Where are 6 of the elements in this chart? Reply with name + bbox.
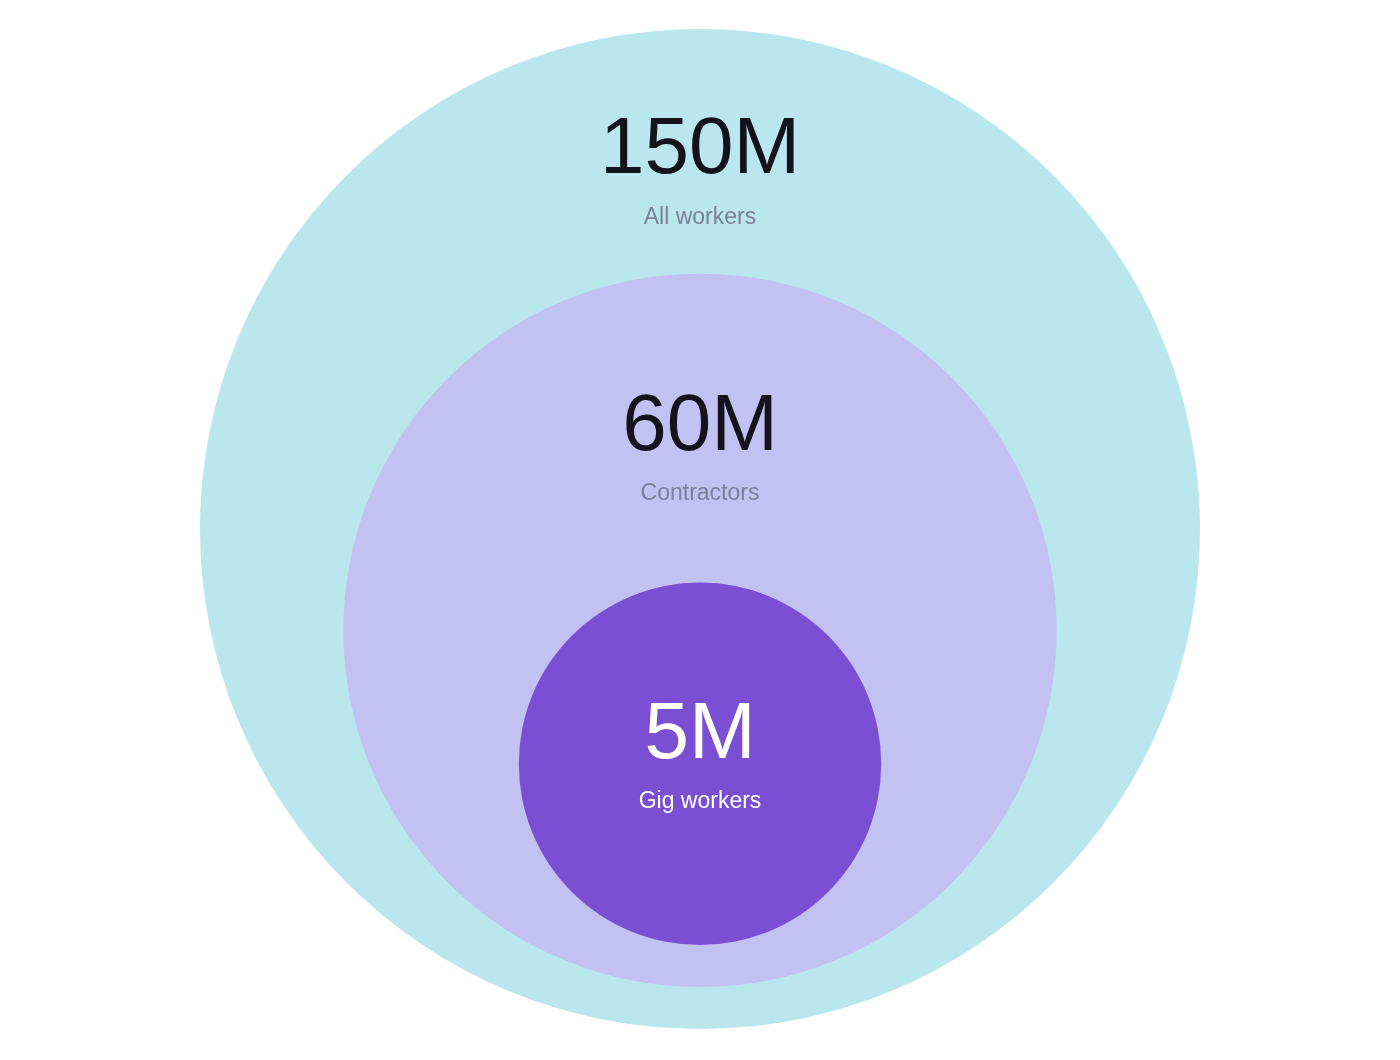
data-label: 60M [622, 378, 778, 468]
category-label: Gig workers [638, 787, 762, 814]
data-label: 5M [644, 685, 756, 775]
category-label: Contractors [640, 479, 760, 506]
data-label: 150M [599, 101, 801, 191]
category-label: All workers [643, 202, 757, 229]
